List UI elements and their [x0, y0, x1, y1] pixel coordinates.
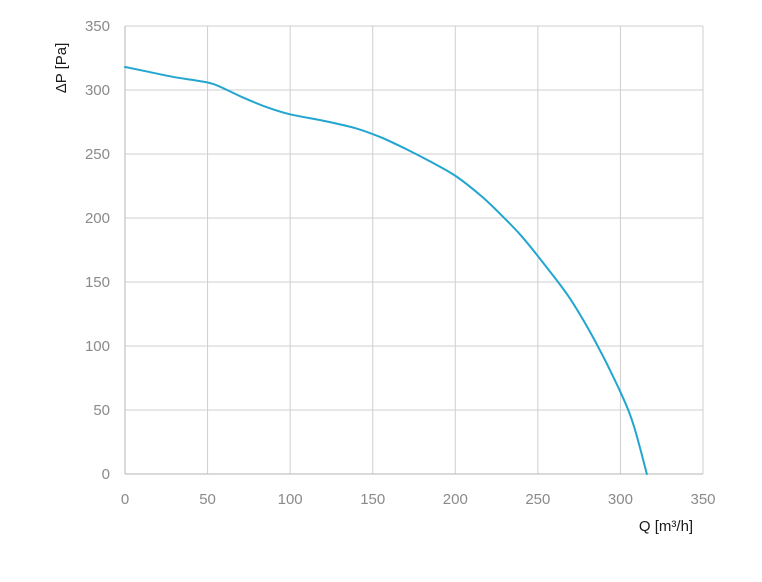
y-tick-label: 100 [85, 338, 110, 355]
x-axis-ticks: 0 50 100 150 200 250 300 350 [121, 491, 716, 508]
x-tick-label: 200 [443, 491, 468, 508]
y-tick-label: 150 [85, 274, 110, 291]
y-tick-label: 250 [85, 146, 110, 163]
series [124, 65, 648, 475]
y-tick-label: 350 [85, 18, 110, 35]
x-tick-label: 250 [525, 491, 550, 508]
y-tick-label: 50 [93, 402, 110, 419]
y-tick-label: 200 [85, 210, 110, 227]
x-tick-label: 350 [690, 491, 715, 508]
x-tick-label: 50 [199, 491, 216, 508]
series-line [124, 65, 648, 475]
grid [124, 25, 704, 475]
x-tick-label: 100 [278, 491, 303, 508]
y-axis-label: ΔP [Pa] [53, 43, 70, 94]
x-axis-label: Q [m³/h] [639, 518, 693, 535]
y-tick-label: 300 [85, 82, 110, 99]
x-tick-label: 0 [121, 491, 129, 508]
y-tick-label: 0 [102, 466, 110, 483]
x-tick-label: 300 [608, 491, 633, 508]
y-axis-ticks: 0 50 100 150 200 250 300 350 [85, 18, 110, 483]
x-tick-label: 150 [360, 491, 385, 508]
